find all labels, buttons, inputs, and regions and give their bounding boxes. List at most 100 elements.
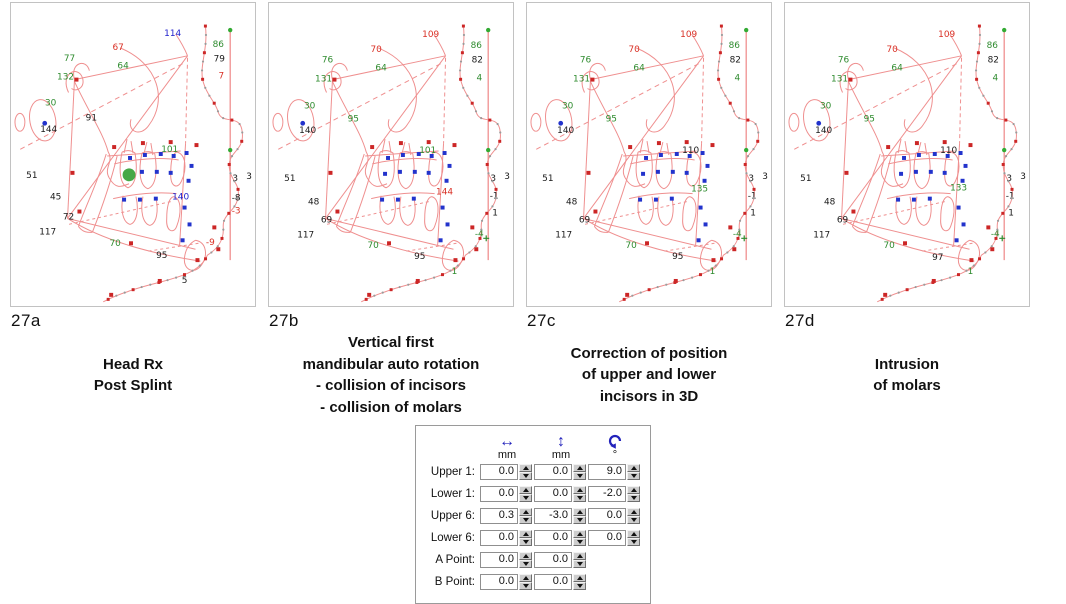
tracing-number-label: -9 <box>206 238 215 248</box>
spin-down-button[interactable] <box>573 560 586 568</box>
ramus-line-1 <box>77 153 107 227</box>
profile-markers <box>106 24 244 301</box>
tracing-panels: 114 67 77 64 132 30 91 144 101 86 79 7 51 45 72 117 140 7… <box>10 2 1030 417</box>
value-field-5-1[interactable]: 0.0 <box>534 574 572 590</box>
chin-symphysis <box>957 239 980 271</box>
spin-up-button[interactable] <box>519 508 532 516</box>
soft-tissue-profile-path <box>619 25 759 303</box>
column-header-vertical-move-icon: ↕ mm <box>534 432 588 462</box>
soft-tissue-profile-path <box>361 25 501 303</box>
spin-down-button[interactable] <box>573 494 586 502</box>
tracing-lines <box>272 25 501 303</box>
occlusal-contour-lower <box>629 192 693 200</box>
upper-molar-2 <box>397 151 415 190</box>
control-row-bpoint: B Point: 0.0 0.0 <box>418 571 644 593</box>
tracing-number-label: 86 <box>471 41 483 51</box>
value-field-0-2[interactable]: 9.0 <box>588 464 626 480</box>
spin-down-arrow-icon <box>522 496 529 500</box>
spin-down-arrow-icon <box>630 474 637 478</box>
spin-up-button[interactable] <box>519 486 532 494</box>
tracing-number-label: 110 <box>940 146 957 156</box>
figure-panel-27c: 109 70 76 64 131 30 95 140 110 86 82 4 51 48 69 117 135 7… <box>526 2 772 417</box>
spin-down-button[interactable] <box>573 516 586 524</box>
caption-line: of upper and lower <box>581 366 717 384</box>
spin-up-arrow-icon <box>630 510 637 514</box>
value-field-1-2[interactable]: -2.0 <box>588 486 626 502</box>
green-dot-landmark <box>228 27 233 33</box>
value-field-3-2[interactable]: 0.0 <box>588 530 626 546</box>
chin-symphysis <box>441 239 464 271</box>
soft-tissue-profile-path <box>877 25 1017 303</box>
value-field-3-0[interactable]: 0.0 <box>480 530 518 546</box>
value-field-3-1[interactable]: 0.0 <box>534 530 572 546</box>
spin-down-button[interactable] <box>627 472 640 480</box>
value-cell: 0.0 <box>534 551 588 569</box>
value-field-2-1[interactable]: -3.0 <box>534 508 572 524</box>
orbit-outline <box>287 99 315 142</box>
tracing-number-label: 109 <box>680 30 697 40</box>
spin-down-button[interactable] <box>627 494 640 502</box>
ans-hook <box>364 151 369 179</box>
spin-up-arrow-icon <box>522 510 529 514</box>
spin-down-button[interactable] <box>519 516 532 524</box>
value-field-1-0[interactable]: 0.0 <box>480 486 518 502</box>
occlusal-contour-upper <box>372 158 437 165</box>
spin-down-button[interactable] <box>573 472 586 480</box>
apex-vertical-dashed <box>185 57 189 144</box>
spin-down-button[interactable] <box>519 472 532 480</box>
spin-up-button[interactable] <box>627 486 640 494</box>
spin-up-button[interactable] <box>519 530 532 538</box>
spin-up-button[interactable] <box>573 530 586 538</box>
n-go-line <box>583 55 704 219</box>
lower-molar-2 <box>141 196 158 226</box>
lower-molar-2 <box>915 196 932 226</box>
spin-down-button[interactable] <box>573 582 586 590</box>
tracing-number-label: -1 <box>748 192 757 202</box>
value-field-4-0[interactable]: 0.0 <box>480 552 518 568</box>
spin-down-button[interactable] <box>519 582 532 590</box>
tracing-number-label: 64 <box>633 64 645 74</box>
unit-label: ° <box>612 449 618 461</box>
tracing-number-label: 69 <box>321 215 333 225</box>
spin-up-button[interactable] <box>573 574 586 582</box>
value-field-1-1[interactable]: 0.0 <box>534 486 572 502</box>
rotate-ccw-icon <box>588 432 642 449</box>
spin-down-button[interactable] <box>519 560 532 568</box>
spin-down-button[interactable] <box>573 538 586 546</box>
value-field-5-0[interactable]: 0.0 <box>480 574 518 590</box>
tracing-number-label: 133 <box>950 184 967 194</box>
value-field-0-0[interactable]: 0.0 <box>480 464 518 480</box>
lower-dashed <box>147 242 199 252</box>
occlusal-contour-upper <box>630 158 695 165</box>
spin-up-button[interactable] <box>519 574 532 582</box>
value-field-0-1[interactable]: 0.0 <box>534 464 572 480</box>
spin-up-button[interactable] <box>627 530 640 538</box>
green-dot-landmark <box>744 27 749 33</box>
tracing-number-label: -1 <box>490 192 499 202</box>
spin-up-button[interactable] <box>573 552 586 560</box>
spin-up-button[interactable] <box>573 486 586 494</box>
tracing-number-label: 95 <box>156 251 167 261</box>
spin-down-button[interactable] <box>627 538 640 546</box>
sella-curl-2 <box>589 62 606 80</box>
spin-up-button[interactable] <box>627 464 640 472</box>
value-field-2-0[interactable]: 0.3 <box>480 508 518 524</box>
tracing-number-label: 1 <box>968 267 974 277</box>
spin-up-button[interactable] <box>627 508 640 516</box>
spin-up-button[interactable] <box>573 464 586 472</box>
value-cell: 0.0 <box>534 485 588 503</box>
tracing-number-label: 70 <box>628 45 640 55</box>
tracing-number-label: 117 <box>813 230 830 240</box>
maxilla-anterior <box>332 81 367 153</box>
value-field-4-1[interactable]: 0.0 <box>534 552 572 568</box>
tracing-number-label: 131 <box>315 75 332 85</box>
spin-down-button[interactable] <box>519 538 532 546</box>
spin-up-arrow-icon <box>630 466 637 470</box>
tracing-number-label: 144 <box>436 188 453 198</box>
spin-up-button[interactable] <box>573 508 586 516</box>
spin-down-button[interactable] <box>519 494 532 502</box>
value-field-2-2[interactable]: 0.0 <box>588 508 626 524</box>
spin-down-button[interactable] <box>627 516 640 524</box>
spin-up-button[interactable] <box>519 464 532 472</box>
spin-up-button[interactable] <box>519 552 532 560</box>
